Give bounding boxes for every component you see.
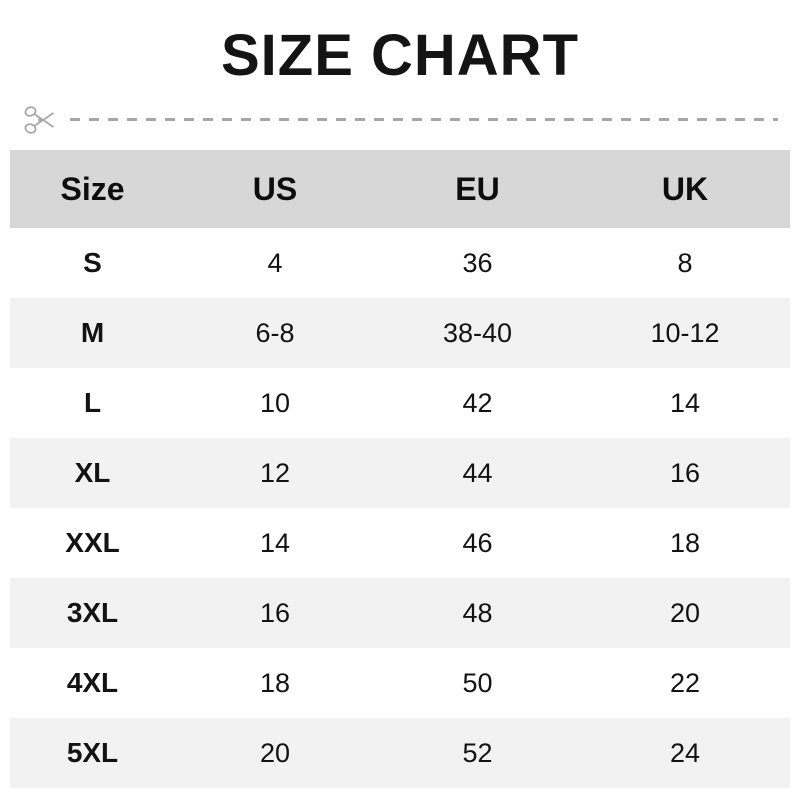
cell-us: 6-8 <box>175 298 375 368</box>
cell-size: 4XL <box>10 648 175 718</box>
cut-line <box>22 100 778 140</box>
cell-us: 18 <box>175 648 375 718</box>
table-row: M 6-8 38-40 10-12 <box>10 298 790 368</box>
cell-size: S <box>10 228 175 298</box>
table-row: 5XL 20 52 24 <box>10 718 790 788</box>
scissors-icon <box>24 106 54 134</box>
column-header-us: US <box>175 150 375 228</box>
table-row: L 10 42 14 <box>10 368 790 438</box>
cell-eu: 48 <box>375 578 580 648</box>
cell-size: XL <box>10 438 175 508</box>
table-row: 3XL 16 48 20 <box>10 578 790 648</box>
cell-eu: 52 <box>375 718 580 788</box>
cell-uk: 14 <box>580 368 790 438</box>
page-title: SIZE CHART <box>221 23 579 88</box>
cell-uk: 18 <box>580 508 790 578</box>
dashed-cut-line <box>70 118 778 121</box>
cell-eu: 42 <box>375 368 580 438</box>
column-header-eu: EU <box>375 150 580 228</box>
table-row: XXL 14 46 18 <box>10 508 790 578</box>
cell-eu: 50 <box>375 648 580 718</box>
cell-size: 5XL <box>10 718 175 788</box>
cell-uk: 16 <box>580 438 790 508</box>
cell-size: XXL <box>10 508 175 578</box>
cell-size: M <box>10 298 175 368</box>
cell-uk: 22 <box>580 648 790 718</box>
cell-us: 10 <box>175 368 375 438</box>
cell-us: 14 <box>175 508 375 578</box>
table-row: S 4 36 8 <box>10 228 790 298</box>
table-body: S 4 36 8 M 6-8 38-40 10-12 L 10 42 14 XL… <box>10 228 790 788</box>
column-header-size: Size <box>10 150 175 228</box>
table-row: 4XL 18 50 22 <box>10 648 790 718</box>
cell-eu: 38-40 <box>375 298 580 368</box>
cell-eu: 36 <box>375 228 580 298</box>
cell-us: 4 <box>175 228 375 298</box>
cell-size: 3XL <box>10 578 175 648</box>
cell-eu: 44 <box>375 438 580 508</box>
cell-us: 20 <box>175 718 375 788</box>
cell-us: 16 <box>175 578 375 648</box>
cell-uk: 20 <box>580 578 790 648</box>
size-chart-table: Size US EU UK S 4 36 8 M 6-8 38-40 10-12… <box>10 150 790 788</box>
cell-us: 12 <box>175 438 375 508</box>
cell-uk: 8 <box>580 228 790 298</box>
cell-eu: 46 <box>375 508 580 578</box>
cell-uk: 10-12 <box>580 298 790 368</box>
table-row: XL 12 44 16 <box>10 438 790 508</box>
cell-size: L <box>10 368 175 438</box>
column-header-uk: UK <box>580 150 790 228</box>
cell-uk: 24 <box>580 718 790 788</box>
header-row: Size US EU UK <box>10 150 790 228</box>
table-header: Size US EU UK <box>10 150 790 228</box>
